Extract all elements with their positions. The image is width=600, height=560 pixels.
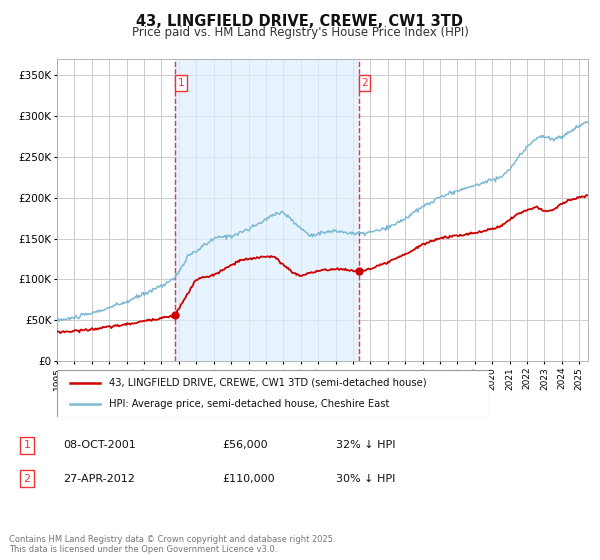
- FancyBboxPatch shape: [57, 370, 489, 417]
- Text: 43, LINGFIELD DRIVE, CREWE, CW1 3TD (semi-detached house): 43, LINGFIELD DRIVE, CREWE, CW1 3TD (sem…: [109, 378, 427, 388]
- Text: £110,000: £110,000: [222, 474, 275, 484]
- Text: 27-APR-2012: 27-APR-2012: [63, 474, 135, 484]
- Text: HPI: Average price, semi-detached house, Cheshire East: HPI: Average price, semi-detached house,…: [109, 399, 389, 409]
- Text: Price paid vs. HM Land Registry's House Price Index (HPI): Price paid vs. HM Land Registry's House …: [131, 26, 469, 39]
- Text: 2: 2: [361, 78, 368, 88]
- Text: 1: 1: [23, 440, 31, 450]
- Text: 1: 1: [178, 78, 184, 88]
- Text: 30% ↓ HPI: 30% ↓ HPI: [336, 474, 395, 484]
- Bar: [175, 59, 359, 361]
- Text: 08-OCT-2001: 08-OCT-2001: [63, 440, 136, 450]
- Text: Contains HM Land Registry data © Crown copyright and database right 2025.
This d: Contains HM Land Registry data © Crown c…: [9, 535, 335, 554]
- Text: 43, LINGFIELD DRIVE, CREWE, CW1 3TD: 43, LINGFIELD DRIVE, CREWE, CW1 3TD: [137, 14, 464, 29]
- Text: £56,000: £56,000: [222, 440, 268, 450]
- Text: 32% ↓ HPI: 32% ↓ HPI: [336, 440, 395, 450]
- Text: 2: 2: [23, 474, 31, 484]
